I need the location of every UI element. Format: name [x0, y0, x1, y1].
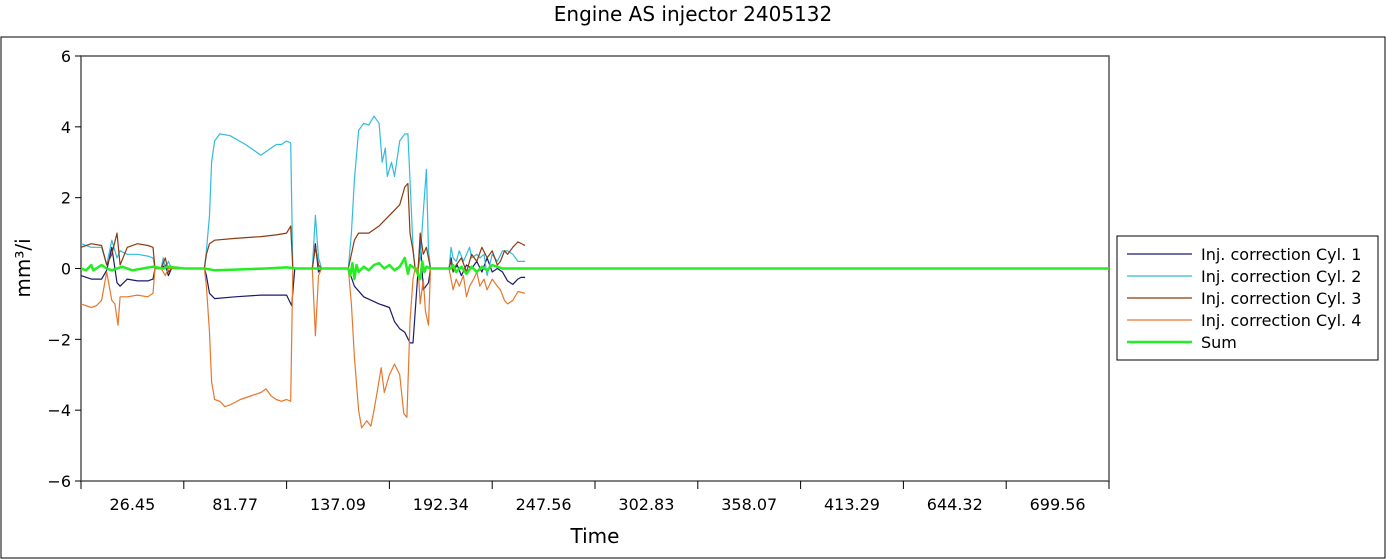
legend-label: Sum — [1201, 333, 1237, 352]
series-line-5 — [80, 256, 1109, 281]
y-tick-label: 2 — [61, 189, 71, 208]
y-axis-ticks: −6 −4 −2 0 2 4 6 — [47, 47, 81, 491]
x-tick-label: 26.45 — [109, 495, 155, 514]
x-tick-label: 247.56 — [516, 495, 572, 514]
y-axis-label: mm³/i — [11, 238, 35, 297]
x-tick-label: 358.07 — [721, 495, 777, 514]
legend-label: Inj. correction Cyl. 2 — [1201, 267, 1361, 286]
y-tick-label: 4 — [61, 118, 71, 137]
y-tick-label: −2 — [47, 330, 71, 349]
series-line-4 — [80, 267, 526, 429]
x-tick-label: 644.32 — [927, 495, 983, 514]
series-line-2 — [80, 115, 526, 277]
x-tick-label: 137.09 — [310, 495, 366, 514]
legend-label: Inj. correction Cyl. 1 — [1201, 245, 1361, 264]
x-tick-label: 192.34 — [413, 495, 469, 514]
y-tick-label: 0 — [61, 260, 71, 279]
x-tick-label: 699.56 — [1030, 495, 1086, 514]
series-lines — [80, 115, 1109, 429]
y-tick-label: 6 — [61, 47, 71, 66]
chart-title: Engine AS injector 2405132 — [554, 2, 832, 26]
legend-label: Inj. correction Cyl. 3 — [1201, 289, 1361, 308]
x-axis-ticks: 26.45 81.77 137.09 192.34 247.56 302.83 358.07… — [80, 481, 1110, 514]
legend: Inj. correction Cyl. 1 Inj. correction Cy… — [1116, 235, 1379, 361]
x-tick-label: 413.29 — [824, 495, 880, 514]
x-tick-label: 302.83 — [618, 495, 674, 514]
y-tick-label: −6 — [47, 472, 71, 491]
x-axis-label: Time — [570, 524, 620, 548]
legend-label: Inj. correction Cyl. 4 — [1201, 311, 1361, 330]
x-tick-label: 81.77 — [212, 495, 258, 514]
y-tick-label: −4 — [47, 401, 71, 420]
